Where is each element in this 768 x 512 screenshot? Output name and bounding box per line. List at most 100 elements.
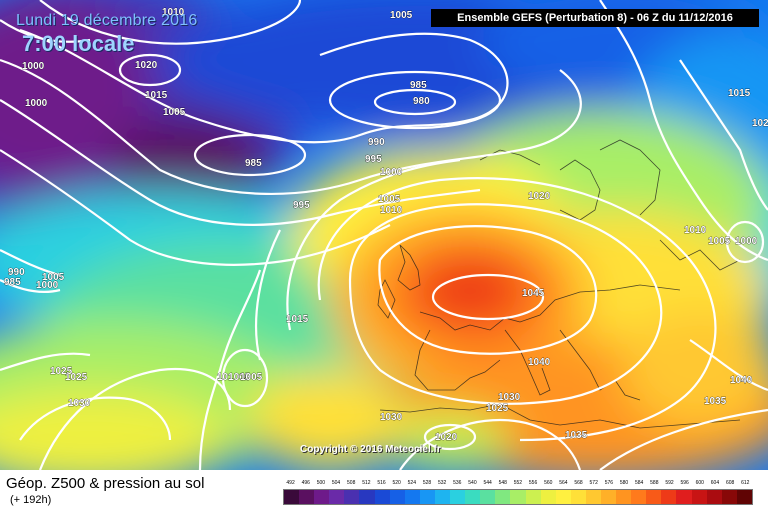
legend-swatch (434, 490, 451, 504)
isobar-label: 1000 (25, 98, 48, 109)
isobar-label: 1025 (486, 403, 509, 414)
forecast-date: Lundi 19 décembre 2016 (16, 12, 198, 29)
legend-swatch (525, 490, 541, 504)
legend-swatch (450, 490, 466, 504)
legend-label: 508 (347, 480, 356, 486)
legend-label: 492 (286, 480, 295, 486)
legend-label: 552 (513, 480, 523, 486)
legend-label: 496 (301, 480, 310, 486)
legend-label: 504 (331, 480, 341, 486)
legend-label: 516 (377, 480, 386, 486)
isobar-label: 1000 (380, 167, 403, 178)
legend-swatch (465, 490, 481, 504)
legend-swatch (404, 490, 420, 504)
legend-label: 580 (619, 480, 629, 486)
legend-swatch (344, 490, 360, 504)
isobar-label: 1005 (240, 372, 263, 383)
legend-swatch (646, 490, 662, 504)
legend-swatch (691, 490, 707, 504)
legend-label: 584 (635, 480, 644, 486)
legend-swatch (510, 490, 526, 504)
isobar-label: 990 (8, 267, 25, 278)
legend-swatch (374, 490, 390, 504)
isobar-label: 1015 (728, 88, 751, 99)
legend-label: 560 (544, 480, 553, 486)
isobar-label: 1045 (522, 288, 545, 299)
weather-map: 1005 1010 1000 1020 1015 1005 1000 985 9… (0, 0, 768, 470)
isobar-label: 1010 (684, 225, 707, 236)
isobar-label: 1010 (380, 205, 403, 216)
isobar-label: 1030 (380, 412, 403, 423)
legend-label: 556 (528, 480, 538, 486)
legend-swatches (283, 489, 753, 505)
legend-swatch (706, 490, 722, 504)
legend-swatch (600, 490, 617, 504)
isobar-label: 101005 (217, 372, 251, 383)
isobar-label: 1005 (378, 194, 401, 205)
legend-label: 572 (589, 480, 598, 486)
legend-swatch (495, 490, 511, 504)
isobar-label: 1020 (752, 118, 768, 129)
isobar-label: 1020 (135, 60, 158, 71)
isobar-label: 1040 (730, 375, 753, 386)
isobar-label: 985 (410, 80, 427, 91)
isobar-label: 1000 (735, 236, 758, 247)
legend-swatch (721, 490, 737, 504)
legend-label: 608 (725, 480, 735, 486)
isobar-label: 1010 (162, 7, 185, 18)
isobar-label: 985 (4, 277, 21, 288)
legend-swatch (389, 490, 405, 504)
isobar-label: 1005 (163, 107, 186, 118)
legend-label: 588 (650, 480, 659, 486)
legend-swatch (299, 490, 315, 504)
isobar-label: 1025 (65, 372, 88, 383)
legend-swatch (676, 490, 692, 504)
isobar-label: 995 (293, 200, 310, 211)
legend-labels: 492 496 500 504 508 512 516 520 524 528 532 536 540 5… (283, 478, 753, 488)
isobar-label: 1020 (435, 432, 458, 443)
legend-label: 532 (437, 480, 447, 486)
isobar-label: 980 (413, 96, 430, 107)
map-parameter-title: Géop. Z500 & pression au sol (6, 475, 205, 492)
isobars (0, 0, 768, 470)
legend-label: 524 (407, 480, 416, 486)
isobar-label: 1015 (286, 314, 309, 325)
legend-label: 576 (604, 480, 614, 486)
legend-label: 592 (665, 480, 674, 486)
legend-label: 612 (741, 480, 750, 486)
legend-swatch (631, 490, 647, 504)
legend-label: 604 (710, 480, 720, 486)
legend-label: 596 (680, 480, 689, 486)
legend-swatch (480, 490, 496, 504)
legend-swatch (555, 490, 571, 504)
color-legend: 492 496 500 504 508 512 516 520 524 528 532 536 540 5… (283, 478, 753, 506)
isobar-label: 1005 (708, 236, 731, 247)
legend-swatch (585, 490, 601, 504)
legend-label: 544 (483, 480, 492, 486)
legend-label: 600 (695, 480, 704, 486)
legend-label: 536 (453, 480, 462, 486)
coastlines (377, 139, 741, 429)
legend-swatch (616, 490, 632, 504)
isobar-label: 1000 (22, 61, 45, 72)
isobar-label: 995 (365, 154, 382, 165)
isobar-labels: 1005 1010 1000 1020 1015 1005 1000 985 9… (4, 7, 768, 444)
isobar-label: 1015 (145, 90, 168, 101)
legend-swatch (314, 490, 330, 504)
legend-swatch (661, 490, 677, 504)
legend-swatch (736, 490, 752, 504)
legend-swatch (570, 490, 586, 504)
isobar-label: 1005 (42, 272, 65, 283)
isobar-label: 1005 (390, 10, 413, 21)
legend-label: 540 (468, 480, 477, 486)
isobar-label: 990 (368, 137, 385, 148)
legend-swatch (359, 490, 375, 504)
isobar-label: 1030 (498, 392, 521, 403)
forecast-lead-time: (+ 192h) (10, 494, 52, 506)
copyright-notice: Copyright © 2016 Meteociel.fr (300, 444, 441, 455)
isobar-label: 1035 (565, 430, 588, 441)
model-run-header: Ensemble GEFS (Perturbation 8) - 06 Z du… (431, 9, 759, 27)
legend-label: 528 (422, 480, 432, 486)
isobar-label: 1025 (50, 366, 73, 377)
legend-label: 512 (362, 480, 371, 486)
